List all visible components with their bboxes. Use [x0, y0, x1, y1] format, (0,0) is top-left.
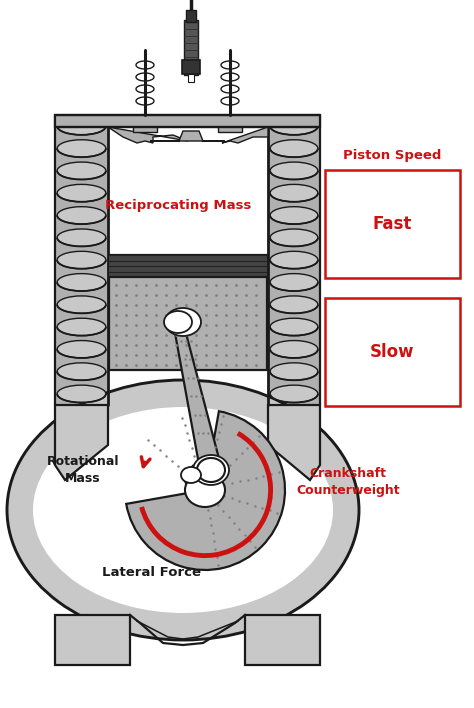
Ellipse shape: [270, 118, 318, 135]
Bar: [109, 145, 267, 255]
Ellipse shape: [57, 184, 106, 202]
Polygon shape: [183, 465, 203, 490]
Ellipse shape: [57, 273, 106, 291]
Text: Piston Speed: Piston Speed: [343, 149, 442, 161]
Ellipse shape: [270, 362, 318, 380]
Ellipse shape: [270, 251, 318, 269]
Ellipse shape: [57, 385, 106, 403]
Text: Slow: Slow: [370, 343, 415, 361]
Bar: [218, 127, 242, 132]
Bar: [268, 115, 320, 405]
Ellipse shape: [165, 308, 201, 336]
Polygon shape: [222, 127, 268, 143]
Text: Lateral Force: Lateral Force: [102, 566, 201, 578]
Bar: [325, 170, 460, 278]
Ellipse shape: [57, 251, 106, 269]
Ellipse shape: [57, 318, 106, 336]
Bar: [109, 255, 267, 277]
Bar: [188, 74, 194, 82]
Bar: [55, 615, 130, 665]
Text: Rotational
Mass: Rotational Mass: [47, 455, 119, 485]
Bar: [55, 115, 320, 127]
Polygon shape: [173, 322, 222, 470]
Text: Reciprocating Mass: Reciprocating Mass: [105, 198, 251, 212]
Ellipse shape: [193, 455, 229, 485]
Bar: [133, 127, 157, 132]
Ellipse shape: [57, 139, 106, 157]
Bar: [109, 255, 267, 370]
Ellipse shape: [164, 311, 192, 333]
Ellipse shape: [181, 467, 201, 483]
Ellipse shape: [270, 229, 318, 246]
Text: Crankshaft
Counterweight: Crankshaft Counterweight: [296, 467, 400, 497]
Ellipse shape: [197, 458, 225, 482]
Polygon shape: [268, 405, 320, 480]
Ellipse shape: [57, 341, 106, 358]
Ellipse shape: [270, 162, 318, 179]
Ellipse shape: [270, 184, 318, 202]
Ellipse shape: [270, 207, 318, 224]
Bar: [245, 615, 320, 665]
Text: Fast: Fast: [373, 215, 412, 233]
Ellipse shape: [270, 139, 318, 157]
Polygon shape: [108, 127, 188, 143]
Ellipse shape: [57, 229, 106, 246]
Polygon shape: [150, 131, 225, 141]
Ellipse shape: [57, 162, 106, 179]
Ellipse shape: [33, 407, 333, 613]
Ellipse shape: [270, 296, 318, 314]
Ellipse shape: [185, 473, 225, 507]
Polygon shape: [55, 405, 108, 480]
Ellipse shape: [270, 318, 318, 336]
Bar: [182, 60, 200, 74]
Bar: [186, 10, 196, 22]
Bar: [184, 20, 198, 75]
Ellipse shape: [57, 296, 106, 314]
Ellipse shape: [57, 118, 106, 135]
Bar: [55, 115, 108, 405]
Ellipse shape: [270, 273, 318, 291]
Ellipse shape: [270, 385, 318, 403]
Bar: [325, 298, 460, 406]
Ellipse shape: [57, 207, 106, 224]
Ellipse shape: [270, 341, 318, 358]
Ellipse shape: [57, 362, 106, 380]
Wedge shape: [126, 411, 285, 570]
Ellipse shape: [7, 380, 359, 640]
